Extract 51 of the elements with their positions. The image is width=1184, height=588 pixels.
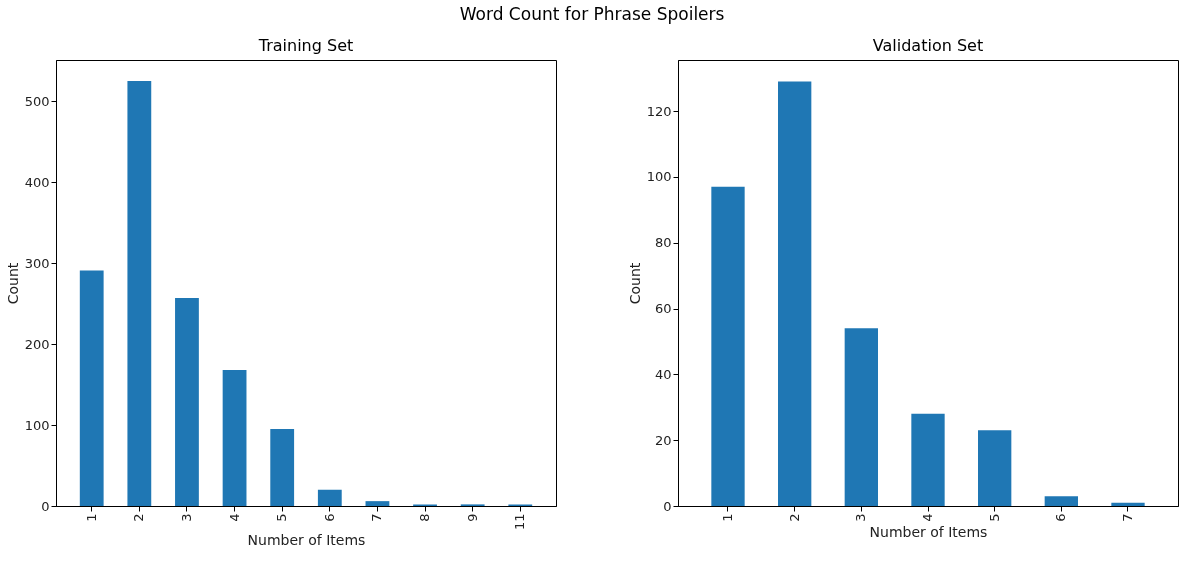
chart-title: Training Set <box>257 36 354 55</box>
x-tick-label: 2 <box>131 513 147 522</box>
x-tick-label: 1 <box>720 513 735 522</box>
y-tick-label: 0 <box>663 498 672 514</box>
y-tick-label: 300 <box>24 255 50 271</box>
x-tick-label: 3 <box>178 513 194 522</box>
bar <box>270 429 295 506</box>
y-axis-title: Count <box>626 262 643 305</box>
y-tick-label: 100 <box>646 169 672 185</box>
y-tick-label: 40 <box>654 366 672 382</box>
bar <box>127 81 152 506</box>
x-axis-title: Number of Items <box>869 523 988 540</box>
y-tick-label: 200 <box>24 336 50 352</box>
bar <box>978 430 1012 506</box>
y-tick-label: 60 <box>654 301 672 317</box>
x-tick-label: 3 <box>853 513 869 522</box>
bar <box>317 489 342 506</box>
x-tick-label: 8 <box>417 513 433 522</box>
x-tick-label: 1 <box>83 513 99 522</box>
bar <box>1044 496 1078 506</box>
bar <box>778 81 812 506</box>
bar <box>711 186 745 506</box>
bar <box>365 501 390 506</box>
y-tick-label: 120 <box>646 103 672 119</box>
x-tick-label: 4 <box>920 513 935 522</box>
x-tick-label: 6 <box>321 513 337 522</box>
x-tick-label: 11 <box>512 513 528 531</box>
y-tick-label: 100 <box>24 417 50 433</box>
x-tick-label: 9 <box>464 513 480 522</box>
y-axis-title: Count <box>4 262 21 305</box>
x-tick-label: 7 <box>1120 513 1135 522</box>
x-tick-label: 5 <box>986 513 1002 522</box>
y-tick-label: 20 <box>654 432 672 448</box>
y-tick-label: 80 <box>654 235 672 251</box>
bar <box>222 370 247 506</box>
x-tick-label: 6 <box>1053 513 1069 522</box>
x-tick-label: 2 <box>786 513 802 522</box>
x-tick-label: 5 <box>274 513 290 522</box>
y-tick-label: 0 <box>41 498 50 514</box>
y-tick-label: 400 <box>24 174 50 190</box>
x-tick-label: 7 <box>369 513 385 522</box>
bar <box>175 297 199 506</box>
bar <box>1111 502 1145 506</box>
bar <box>911 413 945 506</box>
bar <box>844 328 878 506</box>
bar <box>79 270 104 506</box>
text: Word Count for Phrase Spoilers <box>459 3 725 24</box>
x-tick-label: 4 <box>226 513 242 522</box>
chart-title: Validation Set <box>872 36 984 55</box>
x-axis-title: Number of Items <box>247 532 366 549</box>
y-tick-label: 500 <box>24 93 50 109</box>
